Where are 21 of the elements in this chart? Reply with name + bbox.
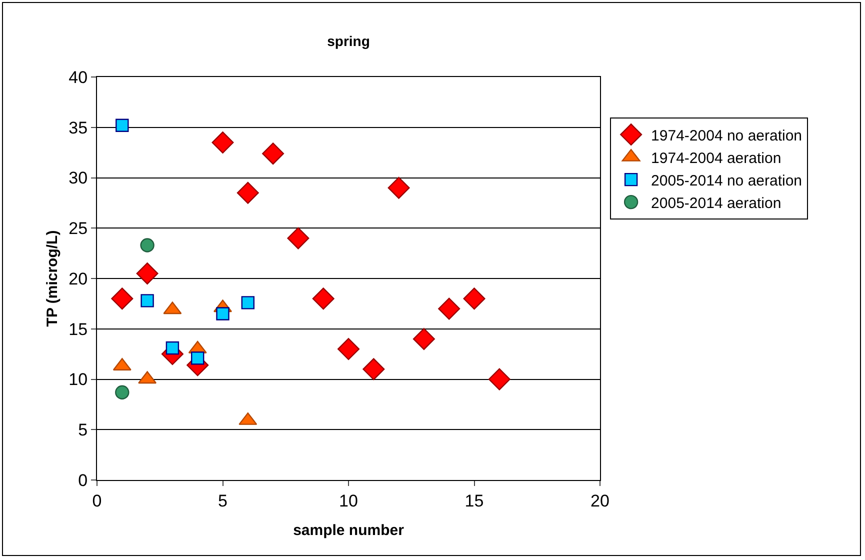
y-tick-label: 0 (78, 470, 88, 490)
x-tick-label: 15 (464, 491, 484, 510)
y-tick-label: 5 (78, 420, 88, 440)
legend-label: 1974-2004 no aeration (651, 127, 802, 144)
x-tick-label: 10 (339, 491, 358, 510)
y-tick-label: 20 (68, 269, 88, 288)
y-tick-label: 15 (68, 320, 88, 339)
x-tick-label: 0 (92, 491, 102, 510)
y-axis-title: TP (microg/L) (44, 230, 61, 327)
y-tick-label: 35 (68, 118, 88, 138)
y-tick-label: 40 (68, 68, 88, 87)
y-tick-label: 30 (68, 168, 88, 188)
legend-label: 1974-2004 aeration (651, 150, 782, 167)
x-axis-title: sample number (293, 522, 404, 539)
x-tick-label: 5 (218, 491, 228, 510)
y-tick-label: 25 (68, 219, 88, 238)
x-tick-label: 20 (590, 491, 610, 510)
chart-title: spring (327, 32, 370, 49)
legend-label: 2005-2014 no aeration (651, 172, 802, 190)
legend-label: 2005-2014 aeration (651, 194, 782, 212)
y-tick-label: 10 (68, 370, 88, 390)
